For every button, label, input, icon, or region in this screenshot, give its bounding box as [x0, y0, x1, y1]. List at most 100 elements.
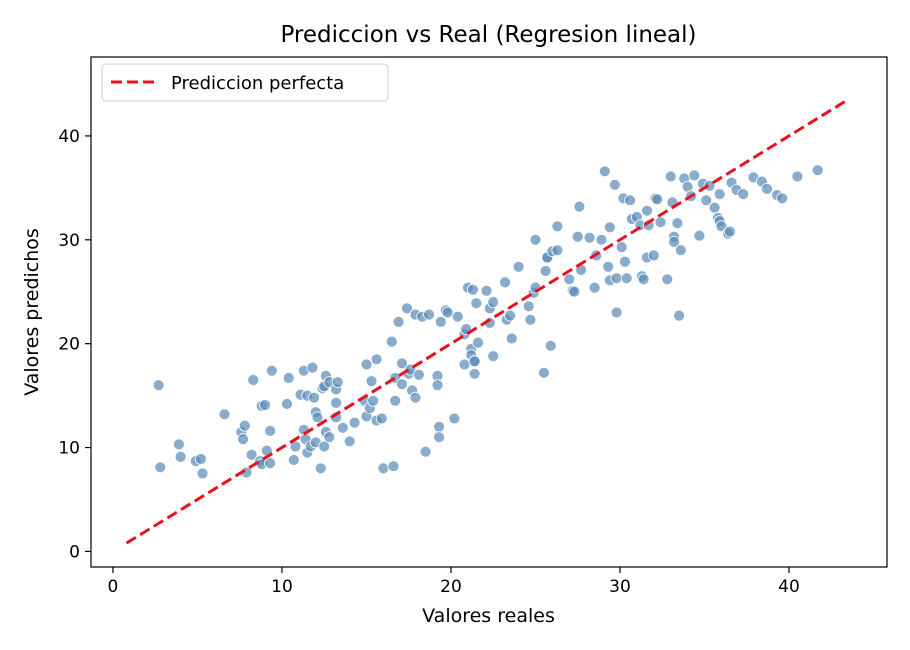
scatter-point — [524, 313, 537, 326]
scatter-point — [641, 204, 653, 217]
scatter-point — [673, 309, 685, 322]
scatter-point — [377, 462, 390, 475]
scatter-point — [392, 315, 405, 328]
x-axis-ticks: 0 10 20 30 40 — [108, 567, 800, 597]
scatter-point — [336, 421, 349, 434]
scatter-point — [568, 285, 581, 298]
y-tick-label: 40 — [58, 127, 80, 147]
scatter-point — [654, 216, 667, 229]
scatter-point — [538, 366, 550, 379]
scatter-point — [737, 188, 750, 201]
scatter-point — [194, 453, 207, 465]
scatter-point — [647, 249, 660, 262]
scatter-point — [433, 431, 446, 444]
scatter-point — [218, 408, 231, 421]
scatter-point — [370, 353, 383, 366]
scatter-point — [314, 462, 327, 475]
scatter-point — [281, 397, 293, 410]
scatter-point — [595, 233, 608, 246]
perfect-prediction-line — [125, 99, 848, 545]
scatter-point — [539, 265, 552, 277]
scatter-point — [423, 308, 435, 321]
scatter-point — [434, 315, 447, 328]
scatter-point — [385, 335, 398, 348]
scatter-point — [571, 230, 584, 243]
scatter-point — [487, 350, 500, 363]
scatter-point — [551, 244, 564, 257]
x-tick-label: 30 — [609, 577, 631, 597]
scatter-point — [387, 460, 400, 473]
scatter-point — [245, 448, 258, 461]
scatter-point — [610, 306, 623, 319]
scatter-point — [603, 221, 616, 234]
scatter-point — [306, 361, 319, 374]
scatter-point — [196, 467, 209, 480]
legend-box — [101, 63, 389, 102]
scatter-point — [237, 433, 250, 446]
y-axis-ticks: 0 10 20 30 40 — [58, 127, 91, 562]
x-tick-label: 40 — [778, 577, 800, 597]
scatter-point — [468, 355, 481, 368]
y-tick-label: 30 — [58, 231, 80, 251]
chart-title: Prediccion vs Real (Regresion lineal) — [280, 22, 696, 48]
scatter-point — [487, 296, 500, 309]
scatter-point — [412, 368, 425, 381]
scatter-point — [282, 372, 295, 384]
scatter-point — [375, 412, 388, 425]
scatter-point — [563, 273, 576, 286]
plot-area: 0 10 20 30 40 0 10 20 30 40 — [58, 56, 888, 597]
scatter-point — [620, 272, 633, 285]
x-tick-label: 10 — [271, 577, 293, 597]
scatter-point — [330, 396, 343, 409]
scatter-point — [715, 220, 728, 233]
scatter-point — [264, 457, 277, 470]
scatter-point — [688, 169, 701, 182]
scatter-point — [154, 461, 167, 474]
scatter-point — [343, 435, 356, 448]
scatter-point — [637, 273, 650, 286]
scatter-points — [152, 164, 824, 480]
scatter-point — [776, 192, 789, 205]
scatter-point — [458, 358, 471, 371]
plot-frame — [90, 56, 888, 568]
scatter-point — [499, 276, 512, 289]
y-tick-label: 0 — [69, 542, 80, 562]
scatter-point — [651, 193, 664, 206]
scatter-point — [504, 309, 517, 322]
scatter-point — [247, 374, 260, 386]
scatter-point — [367, 394, 380, 407]
scatter-point — [365, 375, 378, 388]
scatter-point — [811, 164, 824, 177]
scatter-point — [573, 200, 586, 213]
scatter-point — [723, 225, 736, 238]
scatter-point — [791, 170, 804, 183]
scatter-point — [661, 273, 674, 286]
scatter-point — [264, 424, 277, 437]
scatter-point — [700, 194, 713, 207]
y-axis-label: Valores predichos — [21, 228, 43, 396]
scatter-point — [318, 440, 331, 453]
scatter-point — [708, 201, 721, 214]
scatter-point — [396, 357, 408, 370]
scatter-point — [693, 229, 706, 242]
scatter-point — [761, 182, 773, 195]
scatter-point — [602, 260, 614, 273]
y-tick-label: 10 — [58, 439, 80, 459]
scatter-point — [409, 391, 422, 404]
scatter-point — [311, 411, 324, 424]
scatter-point — [671, 217, 684, 230]
scatter-point — [323, 431, 336, 444]
scatter-point — [172, 438, 185, 451]
scatter-point — [433, 420, 446, 433]
x-axis-label: Valores reales — [422, 605, 555, 627]
scatter-point — [703, 179, 716, 192]
scatter-point — [348, 416, 361, 429]
scatter-point — [441, 306, 454, 319]
scatter-point — [588, 281, 601, 294]
scatter-point — [287, 454, 300, 466]
scatter-point — [468, 367, 481, 380]
scatter-point — [544, 339, 557, 352]
scatter-point — [624, 194, 636, 207]
